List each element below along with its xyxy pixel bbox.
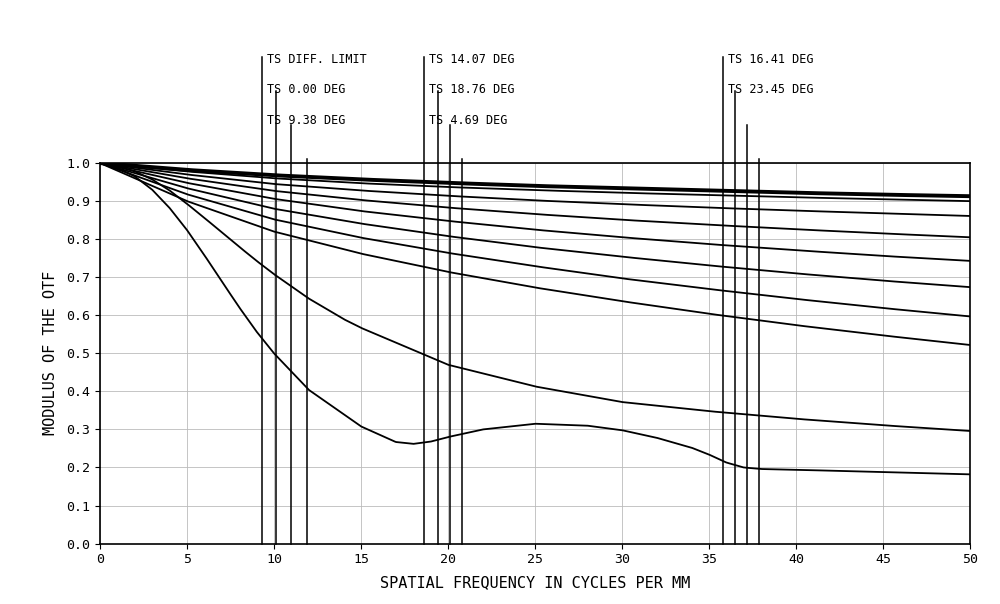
Text: TS 18.76 DEG: TS 18.76 DEG [429,83,514,97]
Y-axis label: MODULUS OF THE OTF: MODULUS OF THE OTF [43,271,58,435]
Text: TS 14.07 DEG: TS 14.07 DEG [429,53,514,66]
Text: TS 16.41 DEG: TS 16.41 DEG [728,53,814,66]
Text: TS 9.38 DEG: TS 9.38 DEG [267,114,345,127]
X-axis label: SPATIAL FREQUENCY IN CYCLES PER MM: SPATIAL FREQUENCY IN CYCLES PER MM [380,574,690,590]
Text: TS 0.00 DEG: TS 0.00 DEG [267,83,345,97]
Text: TS DIFF. LIMIT: TS DIFF. LIMIT [267,53,367,66]
Text: TS 23.45 DEG: TS 23.45 DEG [728,83,814,97]
Text: TS 4.69 DEG: TS 4.69 DEG [429,114,507,127]
